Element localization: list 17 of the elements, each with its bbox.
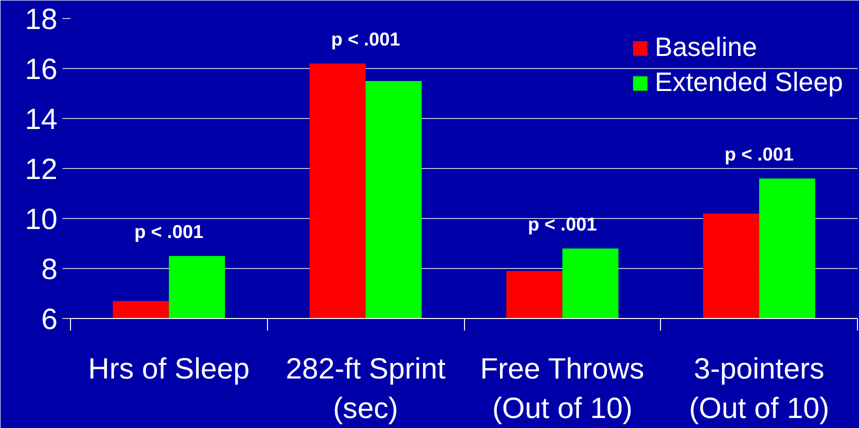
x-tick-label: Free Throws (Out of 10) bbox=[480, 352, 644, 426]
annotation: p < .001 bbox=[134, 221, 204, 242]
x-tick-label: 282-ft Sprint (sec) bbox=[286, 352, 446, 426]
y-tick-label: 6 bbox=[41, 303, 58, 336]
y-tick-label: 8 bbox=[41, 253, 58, 286]
y-tick-label: 14 bbox=[24, 103, 58, 136]
y-tick-label: 18 bbox=[24, 3, 58, 36]
y-tick-label: 10 bbox=[24, 203, 58, 236]
x-tick-label: Hrs of Sleep bbox=[88, 352, 250, 386]
legend-label: Extended Sleep bbox=[654, 67, 843, 98]
annotation: p < .001 bbox=[528, 214, 597, 234]
annotation: p < .001 bbox=[724, 144, 794, 164]
y-tick-label: 12 bbox=[24, 153, 58, 186]
y-tick-label: 16 bbox=[24, 53, 58, 86]
legend-label: Baseline bbox=[654, 32, 758, 63]
annotation: p < .001 bbox=[331, 28, 400, 50]
x-tick-label: 3-pointers (Out of 10) bbox=[689, 352, 830, 426]
